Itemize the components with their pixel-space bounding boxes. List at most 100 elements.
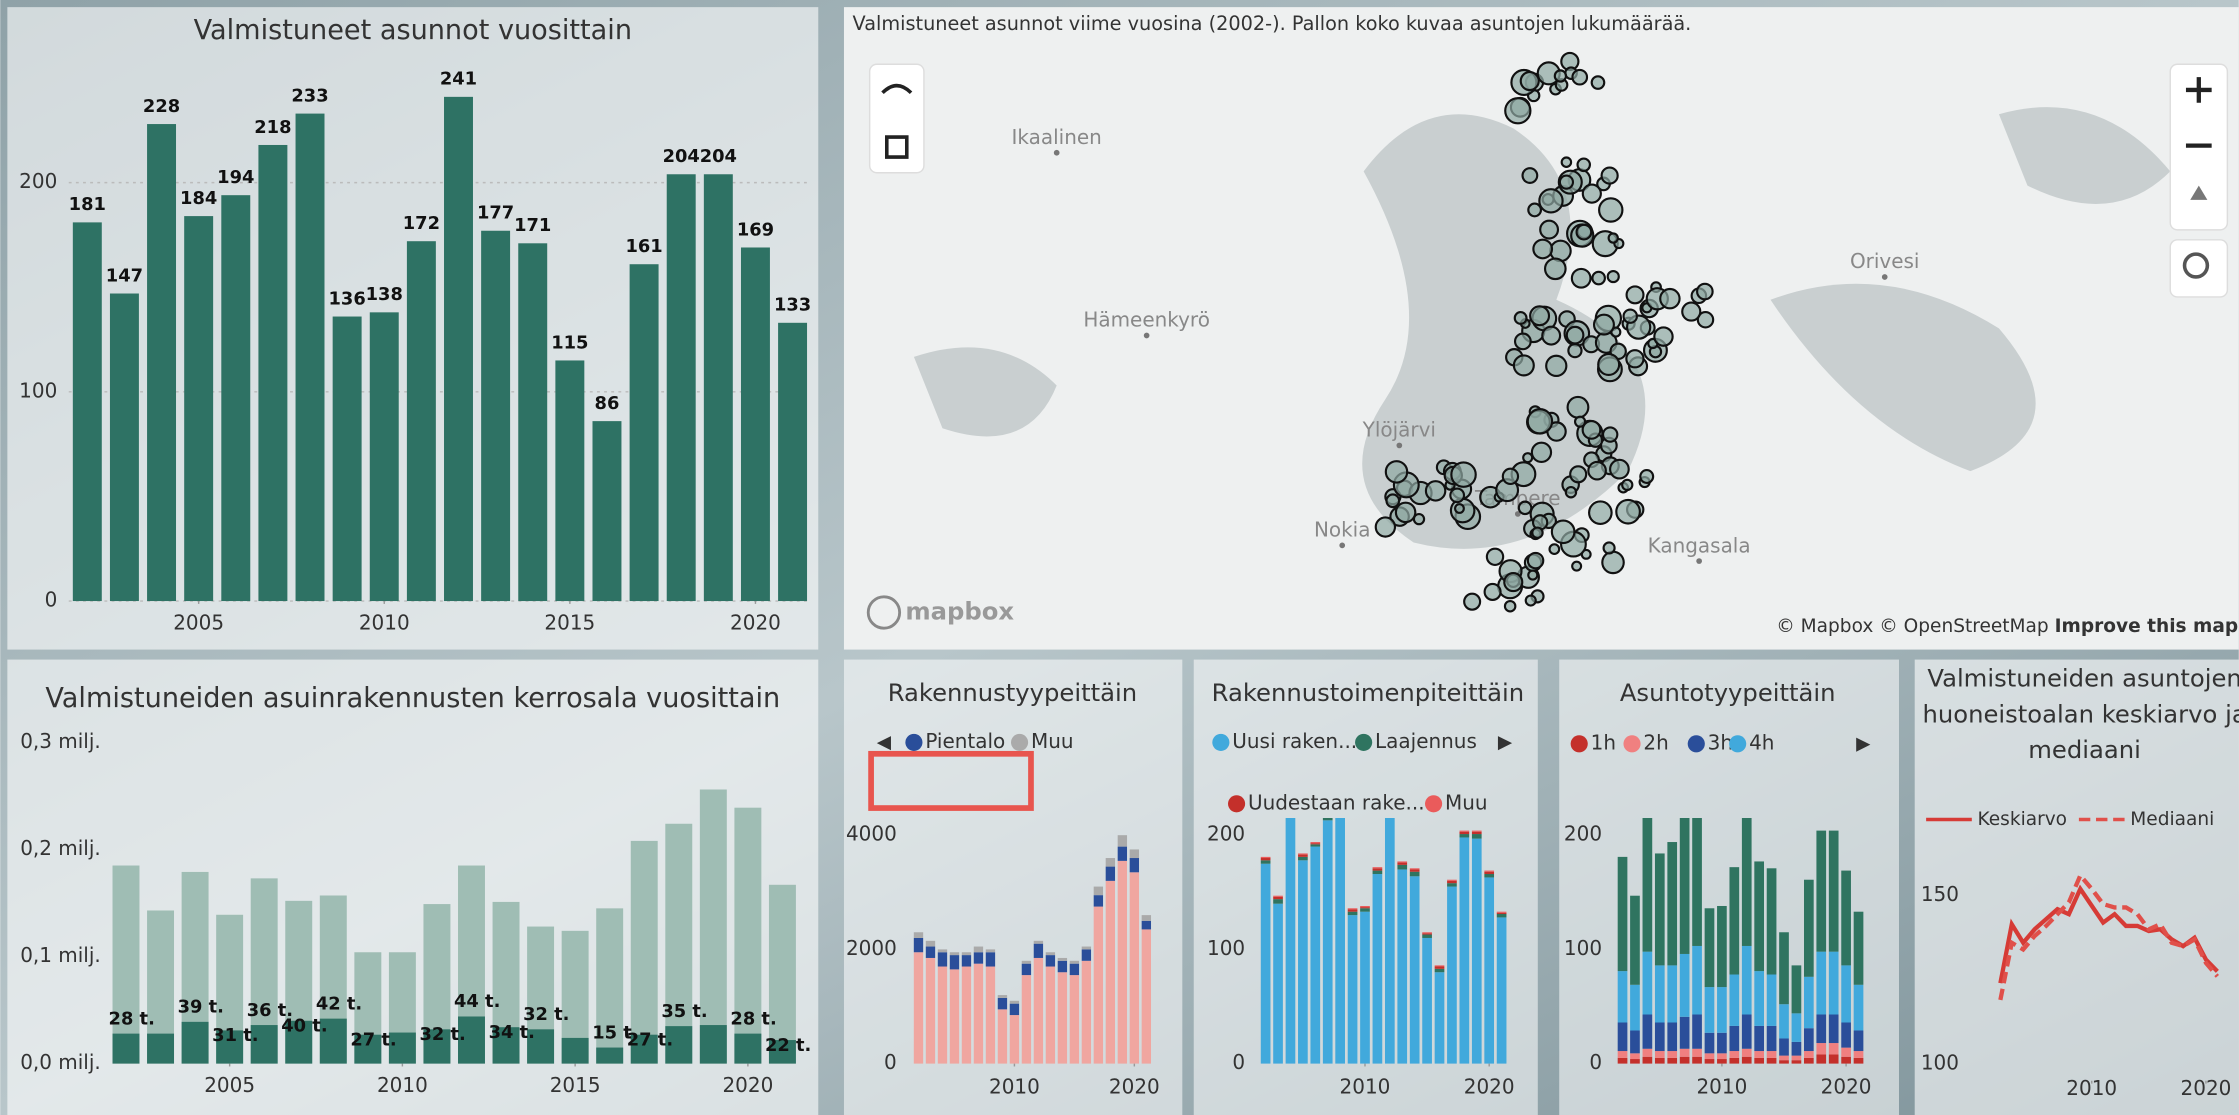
bar [949, 955, 960, 970]
bar [1298, 856, 1308, 861]
bar [1273, 899, 1283, 904]
data-label: 136 [329, 288, 366, 309]
bar [1766, 974, 1777, 1026]
legend-arrow[interactable]: ◀ [877, 732, 892, 753]
chart-title: Rakennustyypeittäin [888, 678, 1137, 707]
legend-arrow[interactable]: ▶ [1498, 732, 1513, 753]
bar [1422, 933, 1432, 935]
data-label: 218 [254, 117, 291, 138]
y-tick-label: 100 [19, 378, 57, 402]
place-label: Orivesi [1850, 249, 1920, 273]
bar [1422, 932, 1432, 934]
bar [1105, 858, 1116, 867]
bar [699, 1025, 727, 1064]
bar [1717, 1032, 1727, 1054]
map-bubble [1581, 183, 1602, 204]
x-tick-label: 2020 [1109, 1074, 1160, 1098]
bar [1816, 951, 1827, 1015]
bar [1667, 1051, 1678, 1058]
plot [913, 835, 1152, 1064]
bar [1779, 1038, 1789, 1056]
bar [1791, 1041, 1802, 1056]
bar [1310, 842, 1321, 844]
bar [1471, 830, 1482, 832]
bar [734, 1033, 762, 1064]
bar [1853, 984, 1864, 1031]
y-tick-label: 200 [1207, 822, 1245, 846]
map-controls[interactable] [868, 63, 2229, 298]
bar [1409, 876, 1420, 1064]
map-bubble [1600, 166, 1619, 185]
compass[interactable] [2190, 185, 2208, 200]
data-label: 44 t. [454, 991, 500, 1012]
search-icon[interactable] [2182, 252, 2210, 279]
data-label: 32 t. [419, 1024, 465, 1045]
bar [181, 1021, 209, 1064]
bar [1129, 849, 1140, 859]
bar [1105, 866, 1116, 881]
zoom-icon[interactable] [2185, 77, 2212, 148]
legend-arrow[interactable]: ▶ [1856, 733, 1871, 754]
bar [1009, 1015, 1020, 1064]
data-label: 42 t. [316, 993, 362, 1014]
bar [1069, 963, 1080, 976]
bar [665, 1026, 693, 1064]
map-bubble [1565, 325, 1585, 345]
bar [666, 174, 696, 602]
x-tick-label: 2020 [730, 610, 781, 634]
bar [1434, 972, 1445, 1064]
bar [1471, 834, 1482, 839]
bar [1828, 1014, 1839, 1044]
bar [1141, 915, 1152, 921]
map-bubble [1564, 486, 1578, 499]
bar [518, 243, 548, 602]
legend-symbol [1355, 733, 1373, 751]
improve-map[interactable]: Improve this map [2055, 616, 2239, 637]
bar [913, 952, 924, 1064]
bar [1117, 835, 1128, 847]
bar [740, 247, 770, 602]
bar [1642, 1014, 1653, 1049]
chart-title: Rakennustoimenpiteittäin [1212, 678, 1525, 707]
data-label: 27 t. [627, 1029, 673, 1050]
bar [1729, 867, 1740, 975]
bar [1384, 818, 1395, 1064]
bar [1704, 908, 1715, 988]
data-label: 181 [69, 194, 106, 215]
x-tick-label: 2005 [204, 1073, 255, 1097]
bar [1717, 1059, 1727, 1064]
bar [1667, 1022, 1678, 1052]
data-label: 241 [440, 69, 477, 90]
bar [630, 840, 658, 1064]
map-bubble [1696, 311, 1715, 329]
bar [1692, 818, 1702, 946]
bar [1791, 965, 1802, 1014]
bar [1141, 929, 1152, 1064]
y-tick-label: 2000 [846, 936, 897, 960]
search-button[interactable] [2169, 239, 2229, 298]
bar [1141, 920, 1152, 930]
place-label: Nokia [1314, 518, 1371, 542]
bar [1081, 949, 1092, 961]
map-bubble [1527, 569, 1539, 581]
map-bubble [1625, 285, 1645, 305]
x-tick-label: 2020 [1821, 1074, 1872, 1098]
bar [1322, 820, 1333, 1064]
map-bubble [1450, 461, 1477, 488]
bar [699, 789, 727, 1064]
bar [1754, 1051, 1765, 1058]
bar [1828, 1043, 1839, 1055]
map-tool-icon[interactable] [881, 83, 913, 159]
bar [1679, 1056, 1690, 1064]
bar [1447, 886, 1457, 1064]
bar [1704, 1053, 1715, 1060]
bar [961, 952, 972, 956]
bar [1729, 974, 1740, 1026]
place-dot [1396, 442, 1403, 449]
legend-symbol [1010, 733, 1029, 751]
map-bubble [1590, 75, 1606, 90]
data-label: 228 [143, 96, 180, 117]
map-bubble [1591, 270, 1606, 286]
